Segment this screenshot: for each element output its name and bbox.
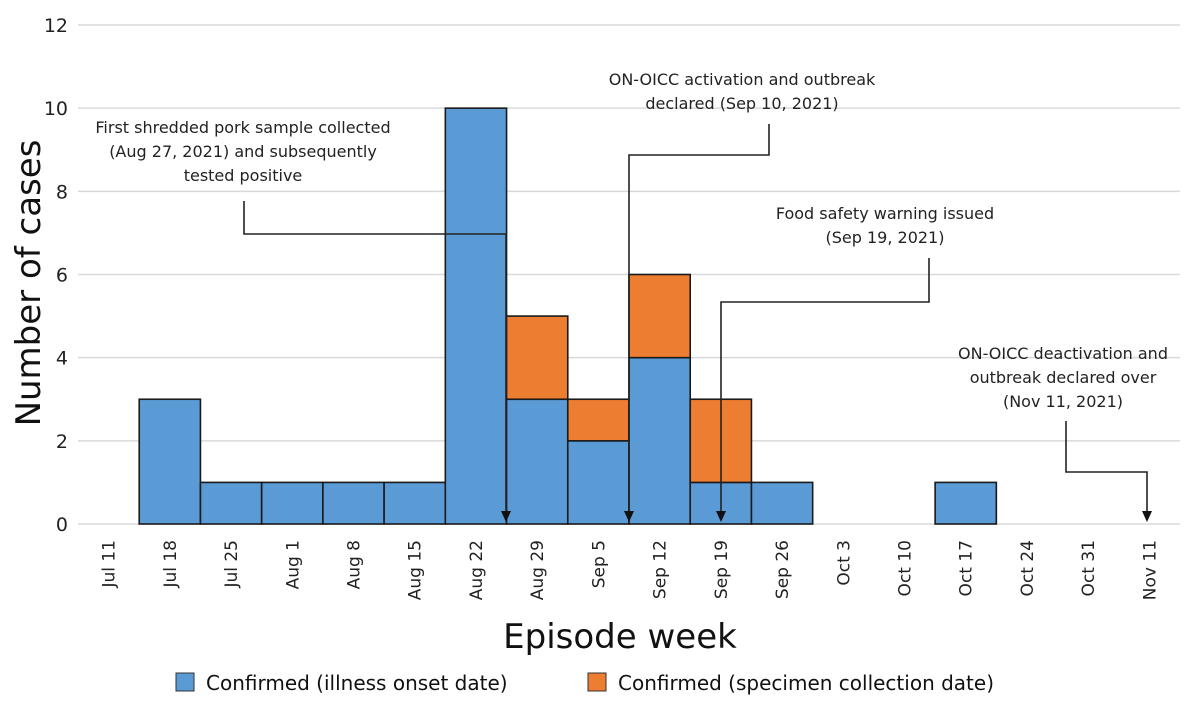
annotation-text: (Sep 19, 2021): [826, 228, 945, 247]
bar-onset: [628, 356, 692, 525]
annotation-text: tested positive: [184, 166, 303, 185]
y-axis-ticks: 0 2 4 6 8 10 12: [44, 15, 68, 536]
y-tick-label: 8: [56, 181, 68, 203]
annotation-leader-line: [720, 258, 930, 512]
arrow-head-icon: [624, 511, 634, 522]
annotation-text: Food safety warning issued: [776, 204, 994, 223]
bar-specimen: [628, 273, 692, 359]
x-tick-label: Oct 10: [896, 540, 916, 596]
x-tick-label: Sep 12: [651, 540, 671, 599]
x-tick-label: Aug 29: [528, 540, 548, 600]
bar-onset: [199, 481, 263, 525]
bar-onset: [566, 440, 630, 525]
bar-specimen: [566, 398, 630, 442]
annotation-leader-line: [243, 201, 507, 512]
y-tick-label: 2: [56, 431, 68, 453]
x-axis-title: Episode week: [503, 617, 737, 657]
x-tick-label: Oct 3: [834, 540, 854, 586]
annotations: First shredded pork sample collected (Aug…: [95, 70, 1168, 522]
bar-onset: [260, 481, 324, 525]
bar-onset: [138, 398, 202, 525]
annotation: Food safety warning issued (Sep 19, 2021): [716, 204, 994, 522]
x-tick-label: Jul 25: [222, 540, 242, 589]
y-axis-title: Number of cases: [9, 140, 49, 427]
bar-onset: [444, 107, 508, 525]
x-tick-label: Oct 17: [957, 540, 977, 596]
x-tick-label: Jul 11: [100, 540, 120, 589]
x-axis-ticks: Jul 11 Jul 18 Jul 25 Aug 1 Aug 8 Aug 15 Aug 22…: [100, 540, 1161, 600]
x-tick-label: Sep 5: [589, 540, 609, 588]
y-tick-label: 12: [44, 15, 68, 37]
x-tick-label: Aug 22: [467, 540, 487, 600]
y-tick-label: 4: [56, 348, 68, 370]
annotation-leader-line: [628, 124, 770, 512]
annotation: ON-OICC deactivation and outbreak declare…: [958, 344, 1168, 522]
legend-label: Confirmed (specimen collection date): [618, 671, 994, 695]
x-tick-label: Jul 18: [161, 540, 181, 589]
annotation-text: (Nov 11, 2021): [1003, 392, 1123, 411]
x-tick-label: Aug 15: [406, 540, 426, 600]
annotation-text: First shredded pork sample collected: [95, 118, 390, 137]
annotation-text: outbreak declared over: [970, 368, 1157, 387]
bar-specimen: [505, 315, 569, 401]
x-tick-label: Oct 24: [1018, 540, 1038, 596]
legend: Confirmed (illness onset date) Confirmed …: [175, 671, 994, 695]
arrow-head-icon: [501, 511, 511, 522]
bar-onset: [750, 481, 814, 525]
y-tick-label: 10: [44, 98, 68, 120]
x-tick-label: Aug 8: [345, 540, 365, 589]
annotation: ON-OICC activation and outbreak declared …: [609, 70, 876, 522]
x-tick-label: Oct 31: [1079, 540, 1099, 596]
annotation-text: declared (Sep 10, 2021): [645, 94, 838, 113]
x-tick-label: Nov 11: [1140, 540, 1160, 600]
legend-swatch: [175, 672, 195, 692]
x-tick-label: Sep 19: [712, 540, 732, 599]
annotation: First shredded pork sample collected (Aug…: [95, 118, 511, 522]
bar-onset: [934, 481, 998, 525]
annotation-text: ON-OICC deactivation and: [958, 344, 1168, 363]
x-tick-label: Aug 1: [283, 540, 303, 589]
bar-onset: [383, 481, 447, 525]
bar-onset: [505, 398, 569, 525]
annotation-leader-line: [1065, 421, 1148, 512]
bars: [138, 107, 998, 525]
arrow-head-icon: [716, 511, 726, 522]
legend-swatch: [587, 672, 607, 692]
bar-onset: [322, 481, 385, 525]
annotation-text: (Aug 27, 2021) and subsequently: [109, 142, 377, 161]
annotation-text: ON-OICC activation and outbreak: [609, 70, 876, 89]
legend-label: Confirmed (illness onset date): [206, 671, 508, 695]
x-tick-label: Sep 26: [773, 540, 793, 599]
y-tick-label: 0: [56, 514, 68, 536]
y-tick-label: 6: [56, 265, 68, 287]
arrow-head-icon: [1142, 511, 1152, 522]
